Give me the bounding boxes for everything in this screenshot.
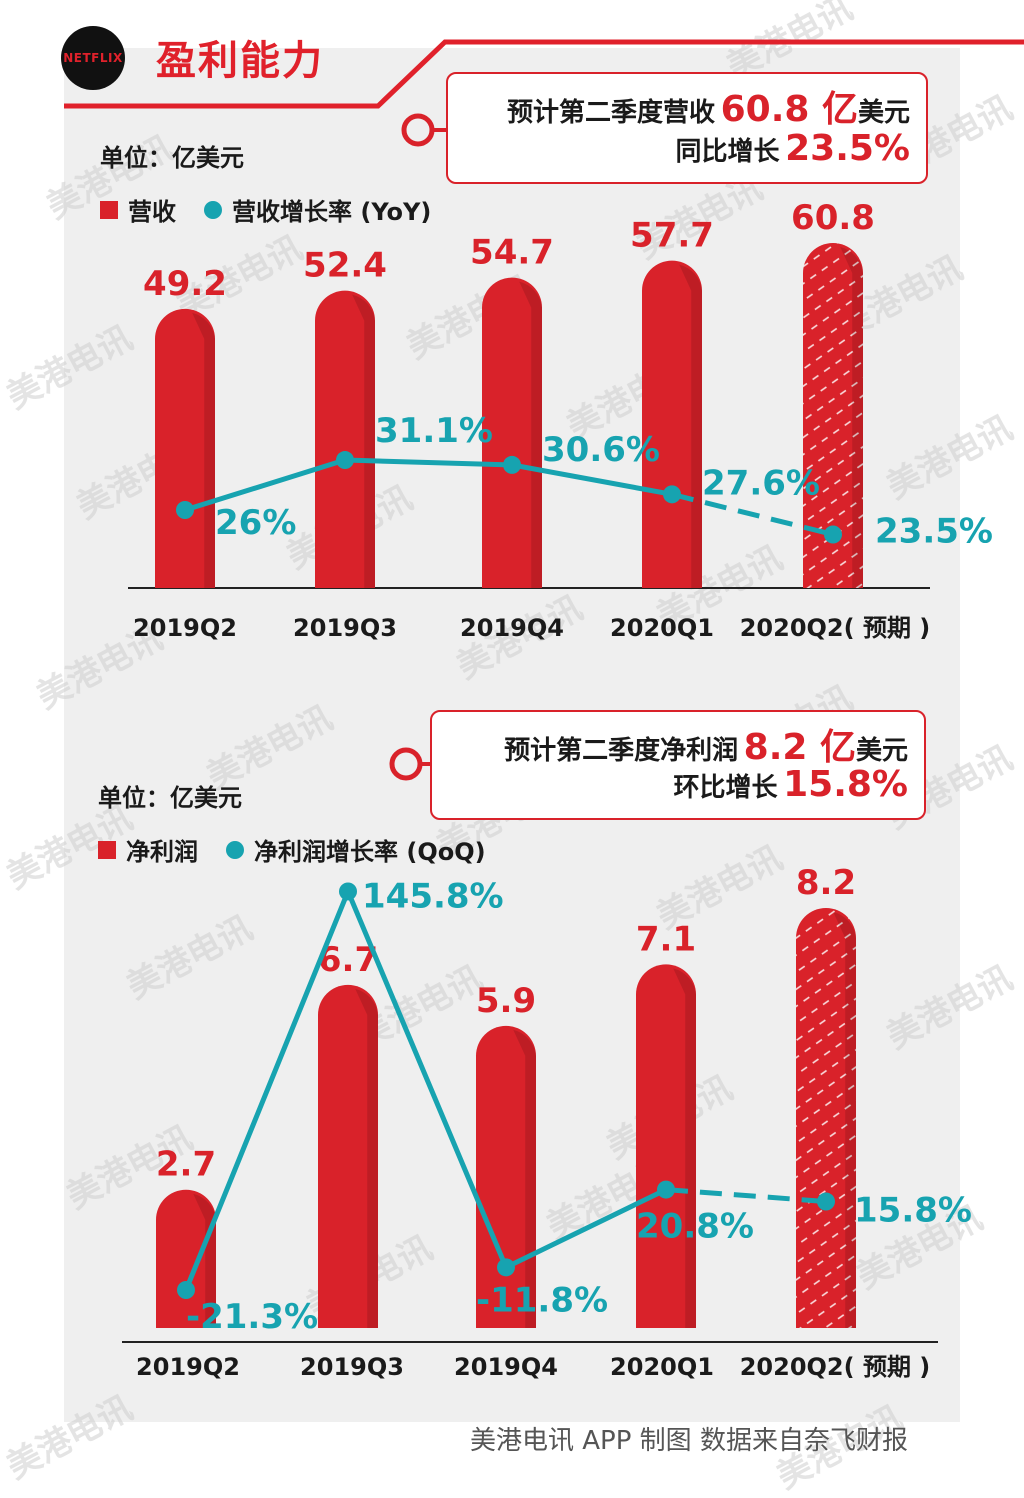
growth-line-forecast xyxy=(671,491,834,537)
growth-value-label: 30.6% xyxy=(542,430,660,470)
bar xyxy=(636,964,696,1328)
growth-value-label: 31.1% xyxy=(375,411,493,451)
x-tick-label: 2019Q3 xyxy=(293,614,397,642)
revenue-callout: 预计第二季度营收 60.8 亿美元 同比增长 23.5% xyxy=(446,72,928,184)
growth-line xyxy=(183,884,668,1291)
legend-bar-swatch xyxy=(100,200,118,219)
growth-point xyxy=(657,1180,675,1199)
growth-point xyxy=(503,455,521,474)
x-tick-label: 2020Q2( 预期 ) xyxy=(740,614,931,642)
bar xyxy=(796,908,856,1328)
growth-point xyxy=(824,525,842,544)
growth-point xyxy=(336,451,354,470)
bar-shade xyxy=(840,247,863,588)
legend-line-swatch xyxy=(204,200,222,219)
x-tick-label: 2019Q3 xyxy=(300,1353,404,1381)
netflix-logo: NETFLIX xyxy=(61,26,125,90)
callout-text: 美元 xyxy=(855,736,908,766)
x-tick-label: 2019Q4 xyxy=(460,614,564,642)
growth-value-label: -11.8% xyxy=(476,1280,608,1320)
bar xyxy=(315,290,375,588)
growth-value-label: 26% xyxy=(215,503,296,543)
growth-value-label: 23.5% xyxy=(875,512,993,552)
callout-value: 60.8 亿 xyxy=(720,89,858,130)
legend-line-swatch xyxy=(226,840,244,859)
legend-bar-label: 净利润 xyxy=(126,838,198,866)
growth-line xyxy=(184,457,673,513)
growth-value-label: 27.6% xyxy=(702,463,820,503)
bar-value-label: 7.1 xyxy=(636,919,696,959)
legend-bar-swatch xyxy=(98,840,116,859)
bar-shade xyxy=(352,294,375,588)
callout-value: 8.2 亿 xyxy=(743,727,856,768)
chart1-unit: 单位：亿美元 xyxy=(100,144,244,172)
bar-shade xyxy=(519,281,542,588)
bar xyxy=(156,1189,216,1328)
bar-shade xyxy=(673,968,696,1328)
bar xyxy=(318,984,378,1328)
x-tick-label: 2020Q1 xyxy=(610,1353,714,1381)
growth-point xyxy=(177,1281,195,1299)
growth-value-label: 15.8% xyxy=(854,1191,972,1231)
legend-line-label: 净利润增长率 (QoQ) xyxy=(254,838,486,866)
growth-point xyxy=(663,485,681,504)
growth-point xyxy=(339,882,357,901)
bar-value-label: 8.2 xyxy=(796,863,856,903)
bar-value-label: 60.8 xyxy=(791,198,875,238)
bar-value-label: 49.2 xyxy=(143,264,227,304)
x-tick-label: 2019Q4 xyxy=(454,1353,558,1381)
bar-value-label: 52.4 xyxy=(303,246,387,286)
bar-value-label: 57.7 xyxy=(630,216,714,256)
bar xyxy=(803,243,863,588)
chart1-legend: 营收 营收增长率 (YoY) xyxy=(100,192,431,227)
callout-pin-icon xyxy=(401,113,448,147)
callout-text: 预计第二季度净利润 xyxy=(504,736,739,766)
chart2-legend: 净利润 净利润增长率 (QoQ) xyxy=(98,832,486,867)
growth-point xyxy=(497,1258,515,1277)
bar xyxy=(642,260,702,588)
callout-text: 环比增长 xyxy=(673,773,778,803)
callout-text: 同比增长 xyxy=(675,137,780,167)
x-tick-label: 2019Q2 xyxy=(133,614,237,642)
bar-value-label: 5.9 xyxy=(476,981,536,1021)
callout-text: 美元 xyxy=(857,98,910,128)
growth-point xyxy=(817,1192,835,1211)
bar xyxy=(155,308,215,588)
profit-callout: 预计第二季度净利润 8.2 亿美元 环比增长 15.8% xyxy=(430,710,926,820)
growth-value-label: -21.3% xyxy=(186,1297,318,1337)
legend-bar-label: 营收 xyxy=(128,198,176,226)
growth-value-label: 145.8% xyxy=(362,876,504,916)
x-tick-label: 2020Q2( 预期 ) xyxy=(740,1353,931,1381)
bar xyxy=(482,277,542,588)
page-title: 盈利能力 xyxy=(156,38,324,84)
chart2-unit: 单位：亿美元 xyxy=(98,784,242,812)
bar-value-label: 2.7 xyxy=(156,1145,216,1185)
bar-value-label: 54.7 xyxy=(470,233,554,273)
callout-value: 15.8% xyxy=(783,764,908,805)
legend-line-label: 营收增长率 (YoY) xyxy=(232,198,432,226)
growth-value-label: 20.8% xyxy=(636,1207,754,1247)
growth-point xyxy=(176,501,194,519)
footer-source: 美港电讯 APP 制图 数据来自奈飞财报 xyxy=(470,1426,908,1456)
x-tick-label: 2019Q2 xyxy=(136,1353,240,1381)
callout-text: 预计第二季度营收 xyxy=(507,98,716,128)
bar-shade xyxy=(833,912,856,1328)
growth-line-forecast xyxy=(665,1187,827,1205)
bar-shade xyxy=(679,264,702,588)
x-tick-label: 2020Q1 xyxy=(610,614,714,642)
bar-shade xyxy=(192,312,215,588)
callout-value: 23.5% xyxy=(785,128,910,169)
bar xyxy=(476,1025,536,1328)
bar-shade xyxy=(355,988,378,1328)
